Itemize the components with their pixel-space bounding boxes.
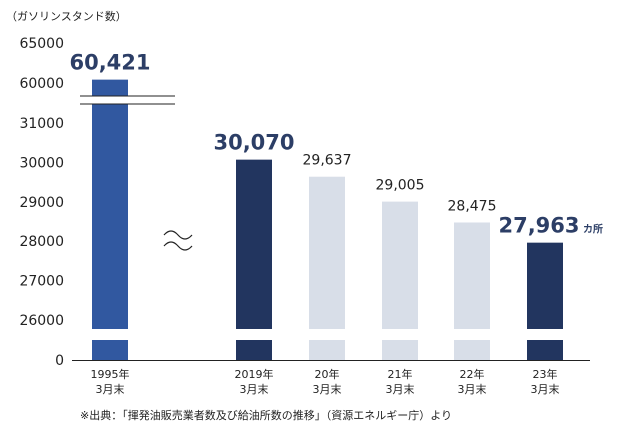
value-label: 29,005 — [376, 178, 425, 194]
y-axis-label: （ガソリンスタンド数） — [6, 10, 127, 23]
category-label: 21年 — [388, 367, 413, 381]
y-tick-label: 27000 — [19, 274, 64, 290]
category-label: 3月末 — [531, 382, 560, 396]
source-note: ※出典：「揮発油販売業者数及び給油所数の推移」（資源エネルギー庁）より — [80, 408, 452, 422]
category-label: 22年 — [460, 367, 485, 381]
lower-break-gap — [72, 329, 592, 340]
value-label: 60,421 — [69, 51, 150, 75]
category-label: 3月末 — [96, 382, 125, 396]
unit-label: カ所 — [583, 223, 603, 236]
category-label: 1995年 — [91, 367, 130, 381]
y-tick-label: 60000 — [19, 76, 64, 92]
y-tick-label: 65000 — [19, 36, 64, 52]
value-label: 30,070 — [213, 131, 294, 155]
value-label: 29,637 — [303, 153, 352, 169]
y-tick-label: 30000 — [19, 155, 64, 171]
y-tick-label: 31000 — [19, 116, 64, 132]
value-label: 27,963 — [498, 214, 579, 238]
category-label: 23年 — [533, 367, 558, 381]
value-label: 28,475 — [448, 198, 497, 214]
y-tick-label: 26000 — [19, 313, 64, 329]
axis-break-symbol — [163, 241, 193, 251]
y-axis-ticks: 65000 60000 31000 30000 29000 28000 27000 26000… — [19, 36, 64, 369]
upper-break-gap — [80, 96, 175, 104]
category-label: 3月末 — [240, 382, 269, 396]
y-tick-label: 29000 — [19, 195, 64, 211]
category-label: 2019年 — [235, 367, 274, 381]
category-label: 3月末 — [386, 382, 415, 396]
y-tick-label: 28000 — [19, 234, 64, 250]
bar — [527, 242, 563, 360]
category-label: 3月末 — [458, 382, 487, 396]
category-label: 3月末 — [313, 382, 342, 396]
y-tick-label: 0 — [55, 353, 64, 369]
axis-break-symbol — [163, 230, 193, 240]
axis-breaks — [72, 95, 592, 340]
bar — [236, 159, 272, 360]
bar — [92, 79, 128, 360]
category-label: 20年 — [315, 367, 340, 381]
